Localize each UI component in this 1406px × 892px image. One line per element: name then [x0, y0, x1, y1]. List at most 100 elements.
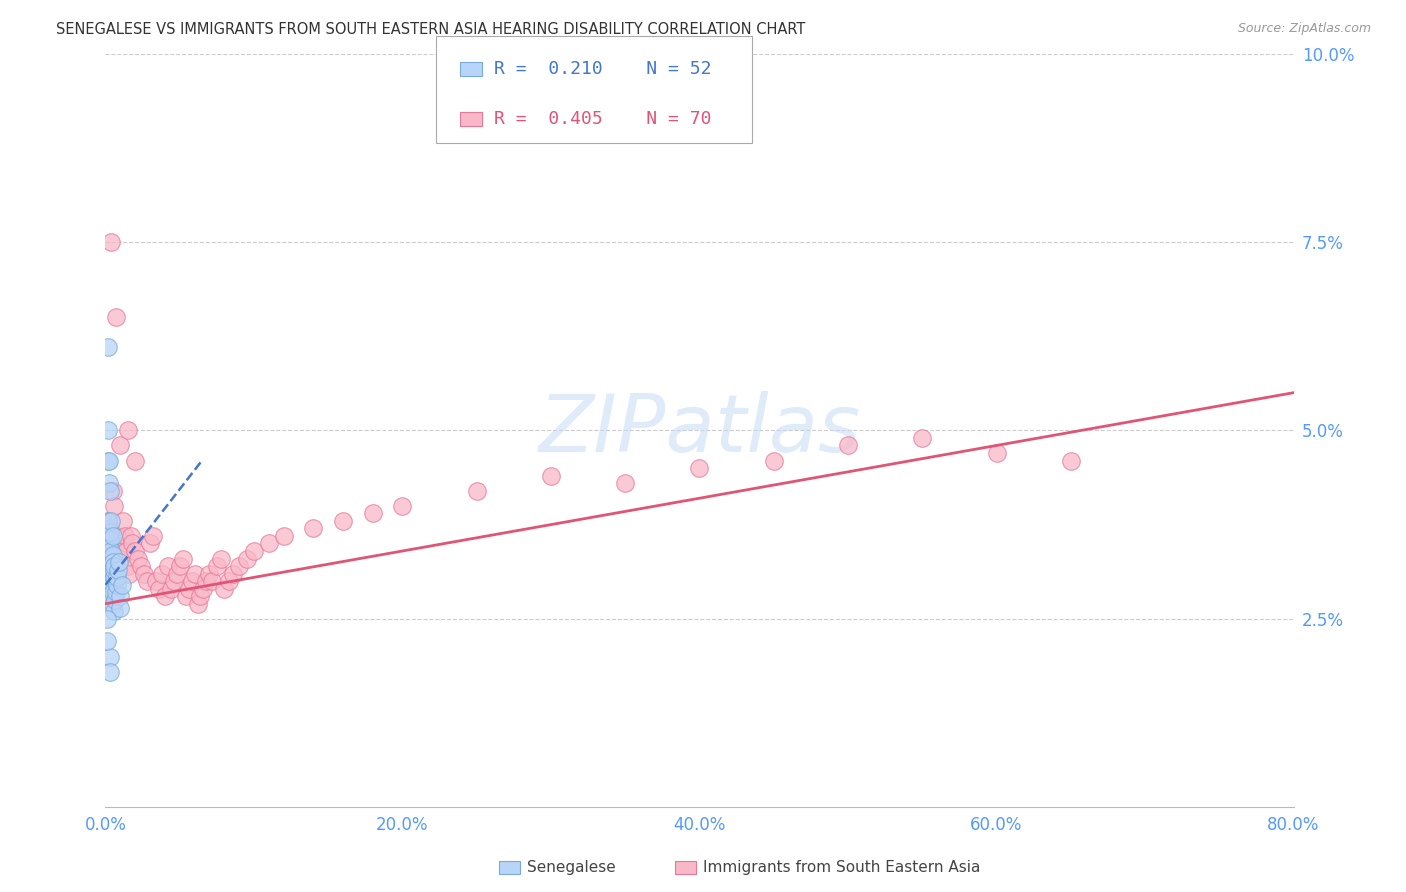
Point	[101, 529, 124, 543]
Point	[156, 559, 179, 574]
Point	[190, 589, 212, 603]
Point	[101, 483, 124, 498]
Point	[150, 566, 173, 581]
Text: ZIPatlas: ZIPatlas	[538, 392, 860, 469]
Point	[391, 499, 413, 513]
Point	[97, 341, 120, 355]
Point	[142, 529, 165, 543]
Point	[124, 453, 146, 467]
Point	[96, 612, 118, 626]
Point	[110, 600, 132, 615]
Point	[111, 578, 134, 592]
Point	[97, 529, 120, 543]
Point	[235, 551, 257, 566]
Point	[243, 544, 266, 558]
Point	[139, 536, 162, 550]
Point	[103, 499, 125, 513]
Point	[104, 536, 127, 550]
Point	[110, 438, 132, 452]
Point	[100, 235, 122, 249]
Point	[96, 634, 118, 648]
Point	[97, 514, 120, 528]
Point	[100, 551, 122, 566]
Point	[105, 529, 128, 543]
Point	[117, 559, 139, 574]
Point	[118, 566, 141, 581]
Point	[104, 593, 127, 607]
Point	[911, 431, 934, 445]
Point	[98, 563, 121, 577]
Point	[98, 533, 121, 547]
Point	[986, 446, 1008, 460]
Point	[228, 559, 250, 574]
Point	[97, 559, 120, 574]
Point	[97, 544, 120, 558]
Point	[103, 563, 125, 577]
Point	[837, 438, 859, 452]
Point	[153, 589, 176, 603]
Point	[117, 424, 139, 438]
Point	[98, 525, 121, 540]
Point	[273, 529, 295, 543]
Point	[177, 582, 200, 596]
Point	[101, 555, 124, 569]
Point	[105, 570, 128, 584]
Point	[114, 529, 136, 543]
Point	[97, 514, 120, 528]
Text: R =  0.210    N = 52: R = 0.210 N = 52	[494, 60, 711, 78]
Point	[97, 453, 120, 467]
Point	[205, 559, 228, 574]
Point	[110, 551, 132, 566]
Text: R =  0.405    N = 70: R = 0.405 N = 70	[494, 110, 711, 128]
Point	[172, 551, 194, 566]
Point	[96, 582, 118, 596]
Point	[108, 555, 131, 569]
Point	[1060, 453, 1083, 467]
Point	[100, 574, 122, 589]
Point	[97, 424, 120, 438]
Point	[201, 574, 224, 589]
Point	[98, 566, 121, 581]
Point	[98, 649, 121, 664]
Point	[101, 585, 124, 599]
Point	[108, 589, 131, 603]
Point	[174, 589, 197, 603]
Point	[361, 506, 384, 520]
Point	[132, 566, 155, 581]
Point	[96, 551, 118, 566]
Point	[159, 582, 181, 596]
Point	[104, 585, 127, 599]
Point	[121, 536, 143, 550]
Point	[145, 574, 167, 589]
Point	[302, 521, 325, 535]
Point	[465, 483, 488, 498]
Point	[129, 559, 152, 574]
Point	[762, 453, 785, 467]
Point	[540, 468, 562, 483]
Point	[98, 555, 121, 569]
Point	[101, 597, 124, 611]
Point	[195, 574, 218, 589]
Point	[107, 563, 129, 577]
Point	[193, 582, 215, 596]
Point	[100, 544, 122, 558]
Point	[101, 563, 124, 577]
Point	[180, 574, 202, 589]
Point	[614, 476, 637, 491]
Point	[112, 514, 135, 528]
Point	[222, 566, 245, 581]
Point	[257, 536, 280, 550]
Point	[115, 544, 138, 558]
Point	[127, 551, 149, 566]
Point	[96, 566, 118, 581]
Point	[166, 566, 188, 581]
Point	[97, 476, 120, 491]
Point	[183, 566, 205, 581]
Point	[97, 536, 120, 550]
Point	[98, 521, 121, 535]
Point	[209, 551, 232, 566]
Point	[98, 540, 121, 554]
Point	[105, 578, 128, 592]
Point	[98, 665, 121, 679]
Point	[103, 604, 125, 618]
